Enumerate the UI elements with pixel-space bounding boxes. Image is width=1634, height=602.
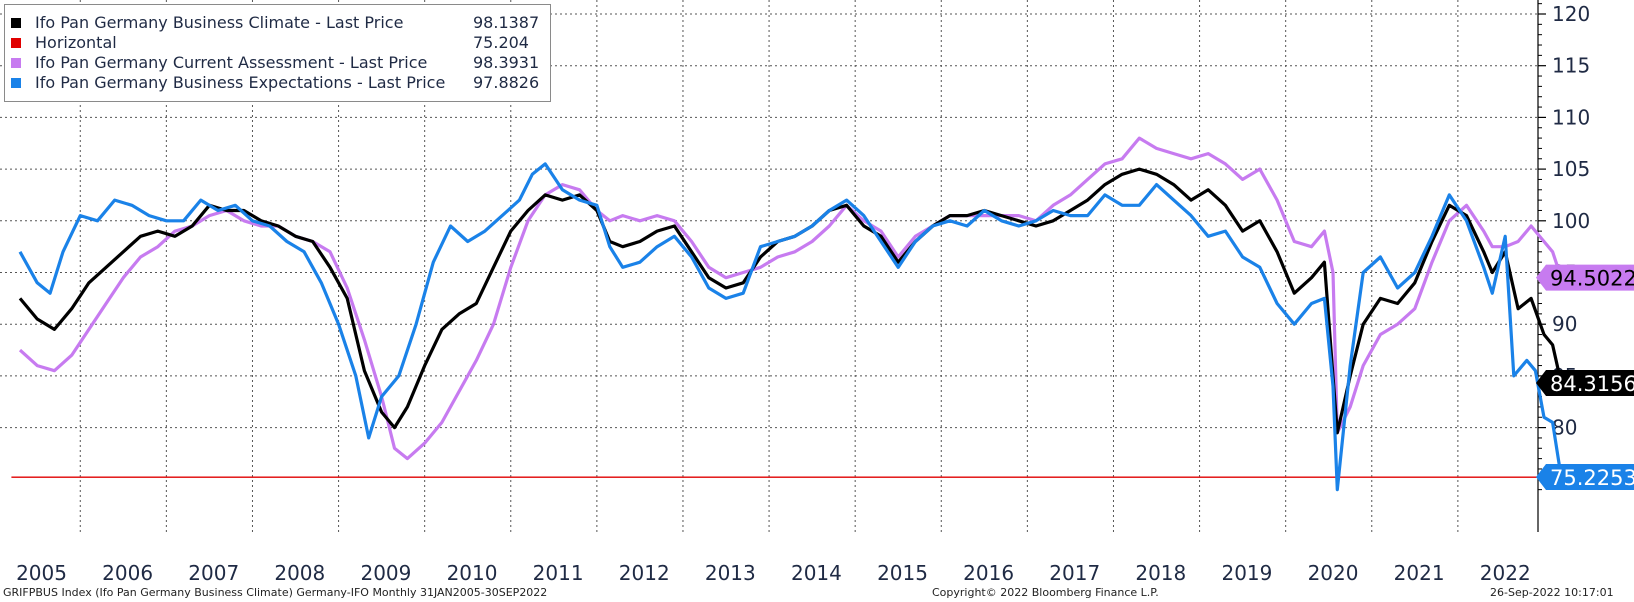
legend-swatch — [11, 58, 21, 68]
x-tick-label: 2008 — [274, 561, 325, 585]
x-tick-label: 2020 — [1308, 561, 1359, 585]
x-tick-label: 2005 — [16, 561, 67, 585]
x-tick-label: 2014 — [791, 561, 842, 585]
end-value-label-box — [1536, 369, 1634, 396]
y-tick-label: 110 — [1552, 105, 1590, 129]
x-tick-label: 2021 — [1394, 561, 1445, 585]
legend-swatch — [11, 18, 21, 28]
legend-swatch — [11, 38, 21, 48]
x-tick-label: 2019 — [1221, 561, 1272, 585]
legend-label: Ifo Pan Germany Business Climate - Last … — [35, 13, 404, 32]
y-tick-label: 105 — [1552, 157, 1590, 181]
legend-entry: Ifo Pan Germany Business Expectations - … — [11, 73, 541, 93]
legend-label: Ifo Pan Germany Current Assessment - Las… — [35, 53, 428, 72]
x-tick-label: 2011 — [533, 561, 584, 585]
legend-value: 97.8826 — [473, 73, 540, 92]
end-value-label: 75.2253 — [1550, 466, 1634, 490]
legend-entry: Horizontal 75.204 — [11, 33, 541, 53]
y-tick-label: 120 — [1552, 2, 1590, 26]
footer-copyright: Copyright© 2022 Bloomberg Finance L.P. — [932, 586, 1159, 599]
x-tick-label: 2013 — [705, 561, 756, 585]
legend-label: Horizontal — [35, 33, 117, 52]
end-value-label-box — [1536, 463, 1634, 490]
x-tick-label: 2007 — [188, 561, 239, 585]
y-tick-label: 100 — [1552, 209, 1590, 233]
x-tick-label: 2018 — [1135, 561, 1186, 585]
x-tick-label: 2022 — [1480, 561, 1531, 585]
x-tick-label: 2012 — [619, 561, 670, 585]
y-tick-label: 115 — [1552, 54, 1590, 78]
x-tick-label: 2015 — [877, 561, 928, 585]
legend-entry: Ifo Pan Germany Current Assessment - Las… — [11, 53, 541, 73]
end-value-label: 94.5022 — [1550, 267, 1634, 291]
legend-value: 98.1387 — [473, 13, 540, 32]
x-tick-label: 2009 — [360, 561, 411, 585]
series-line — [18, 167, 1563, 435]
end-value-label: 84.3156 — [1550, 372, 1634, 396]
x-tick-label: 2010 — [447, 561, 498, 585]
footer-timestamp: 26-Sep-2022 10:17:01 — [1490, 586, 1614, 599]
end-value-label-box — [1536, 264, 1634, 291]
chart-legend: Ifo Pan Germany Business Climate - Last … — [4, 4, 551, 102]
x-tick-label: 2017 — [1049, 561, 1100, 585]
series-line — [18, 162, 1563, 492]
footer-source: GRIFPBUS Index (Ifo Pan Germany Business… — [3, 586, 548, 599]
x-tick-label: 2016 — [963, 561, 1014, 585]
legend-entry: Ifo Pan Germany Business Climate - Last … — [11, 13, 541, 33]
legend-swatch — [11, 78, 21, 88]
x-tick-label: 2006 — [102, 561, 153, 585]
y-tick-label: 90 — [1552, 312, 1577, 336]
legend-value: 98.3931 — [473, 53, 540, 72]
series-line — [18, 136, 1563, 461]
legend-value: 75.204 — [473, 33, 529, 52]
legend-label: Ifo Pan Germany Business Expectations - … — [35, 73, 446, 92]
